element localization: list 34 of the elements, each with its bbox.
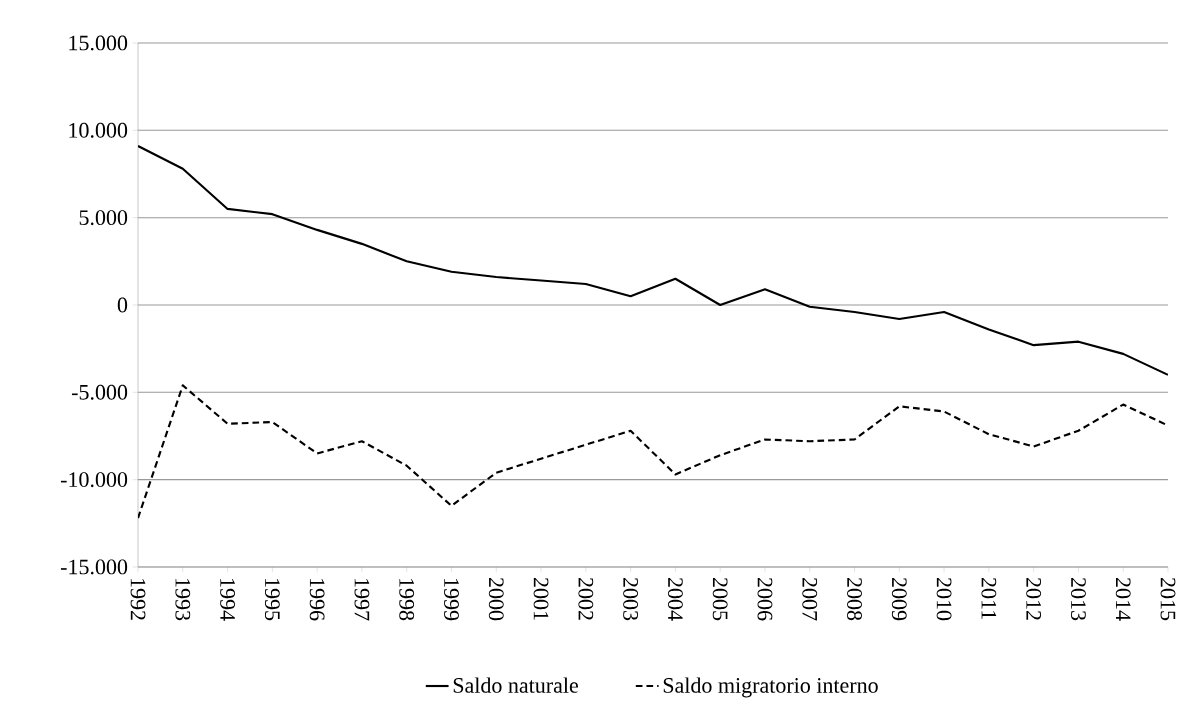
x-tick-label: 2013 <box>1071 577 1086 621</box>
x-tick-label: 2005 <box>712 577 728 621</box>
x-tick-label: 2011 <box>981 577 997 619</box>
y-tick-label: -10.000 <box>60 472 128 488</box>
x-tick-label: 2012 <box>1026 577 1042 620</box>
x-tick-label: 2010 <box>936 577 952 621</box>
y-tick-label: -15.000 <box>60 559 128 575</box>
y-tick-label: -5.000 <box>71 384 128 400</box>
x-tick-label: 2002 <box>578 577 594 620</box>
legend-label: Saldo migratorio interno <box>663 677 878 698</box>
x-tick-label: 2004 <box>667 577 683 621</box>
line-series <box>138 144 1168 376</box>
x-tick-label: 2003 <box>623 577 639 621</box>
x-tick-label: 1997 <box>354 578 370 621</box>
y-tick-label: 10.000 <box>69 122 128 138</box>
y-tick-label: 0 <box>117 297 128 313</box>
legend-label: Saldo naturale <box>453 677 578 693</box>
x-tick-label: 1993 <box>175 578 191 621</box>
y-tick-label: 15.000 <box>69 35 128 51</box>
x-tick-label: 1992 <box>130 578 146 620</box>
x-tick-label: 1996 <box>309 578 325 621</box>
x-tick-label: 2015 <box>1160 577 1176 621</box>
x-tick-label: 2007 <box>802 577 818 621</box>
x-tick-label: 2006 <box>757 577 773 621</box>
y-tick-label: 5.000 <box>79 210 128 226</box>
x-tick-label: 2014 <box>1115 577 1131 621</box>
x-tick-label: 2009 <box>891 577 907 621</box>
x-tick-label: 1999 <box>444 578 459 621</box>
x-tick-label: 2001 <box>533 577 549 620</box>
x-tick-label: 1998 <box>399 578 415 621</box>
x-tick-label: 1995 <box>264 578 280 621</box>
x-tick-label: 2008 <box>847 577 862 621</box>
x-tick-label: 2000 <box>488 577 504 621</box>
x-tick-label: 1994 <box>220 578 235 621</box>
